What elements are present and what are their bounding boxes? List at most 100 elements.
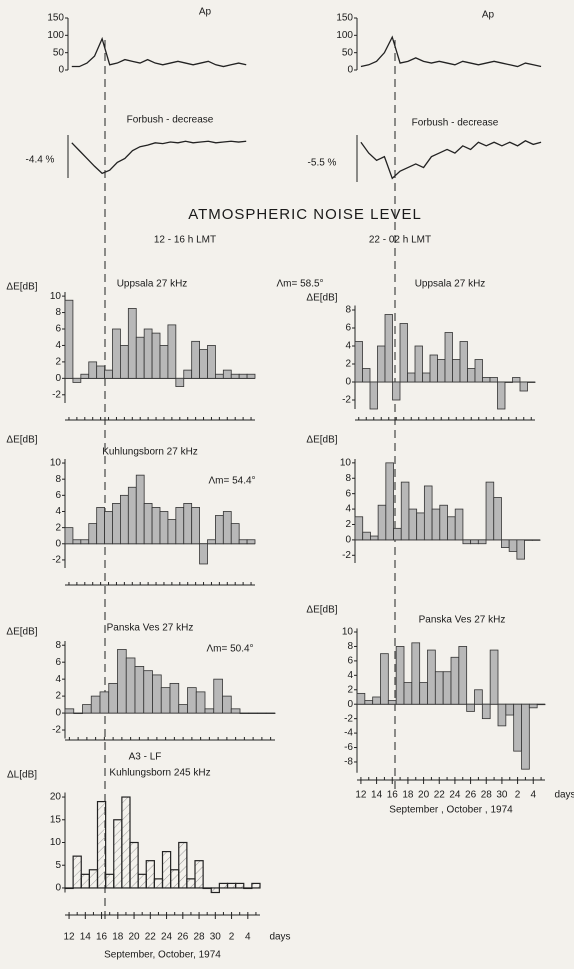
y-tick-label: 20 xyxy=(50,792,62,803)
y-tick-label: 0 xyxy=(55,538,61,549)
bar xyxy=(169,682,180,714)
bar xyxy=(167,519,177,545)
y-tick-label: 10 xyxy=(340,457,352,468)
bar xyxy=(411,642,421,705)
x-tick-label: 20 xyxy=(129,932,141,943)
bar xyxy=(474,359,483,383)
bar xyxy=(90,695,101,714)
step-bar xyxy=(153,878,164,889)
bar xyxy=(364,700,374,705)
chart-title: Kuhlungsborn 245 kHz xyxy=(109,768,210,779)
bar xyxy=(134,666,145,714)
bar xyxy=(392,381,401,401)
bar xyxy=(191,507,200,545)
bar xyxy=(444,332,453,383)
bar xyxy=(248,712,258,714)
bar xyxy=(527,381,536,383)
y-tick-label: 4 xyxy=(347,670,353,681)
step-bar xyxy=(105,873,115,889)
bar xyxy=(429,354,438,383)
chart-title: Ap xyxy=(199,7,212,18)
y-tick-label: 6 xyxy=(55,324,61,335)
x-tick-label: 20 xyxy=(418,790,430,801)
bar xyxy=(239,712,250,714)
bar xyxy=(183,369,193,379)
bar xyxy=(175,507,185,545)
bar xyxy=(151,507,161,545)
y-tick-label: 6 xyxy=(55,657,61,668)
bar xyxy=(99,691,110,714)
y-tick-label: 10 xyxy=(50,291,62,302)
line xyxy=(71,36,247,68)
bar xyxy=(195,691,206,714)
bar xyxy=(88,523,98,545)
bar xyxy=(183,503,193,545)
y-axis-label: ΔL[dB] xyxy=(7,770,37,781)
y-tick-label: 8 xyxy=(347,641,353,652)
chart-title: Uppsala 27 kHz xyxy=(415,279,486,290)
chart-title: Forbush - decrease xyxy=(127,115,214,126)
bar xyxy=(199,543,208,565)
bar xyxy=(380,653,389,705)
step-bar xyxy=(235,882,245,889)
x-tick-label: 14 xyxy=(80,932,92,943)
bar xyxy=(369,381,378,410)
bar xyxy=(143,670,153,714)
y-tick-label: 6 xyxy=(345,323,351,334)
step-bar xyxy=(72,855,82,889)
bar xyxy=(362,368,371,383)
bar xyxy=(120,345,129,379)
x-tick-label: 26 xyxy=(177,932,189,943)
step-bar xyxy=(64,887,74,890)
bar xyxy=(191,340,200,379)
y-tick-label: -8 xyxy=(344,757,353,768)
y-tick-label: 2 xyxy=(55,691,61,702)
x-tick-label: 18 xyxy=(112,932,124,943)
bar xyxy=(246,539,256,545)
y-tick-label: 0 xyxy=(58,65,64,76)
bar xyxy=(531,539,541,541)
x-axis-label: days xyxy=(554,790,574,801)
bar xyxy=(356,692,366,705)
y-tick-label: 4 xyxy=(55,340,61,351)
y-tick-label: 150 xyxy=(336,13,353,24)
bar xyxy=(238,539,248,545)
chart-title: Ap xyxy=(482,10,495,21)
bar xyxy=(431,508,441,541)
bar xyxy=(493,497,502,541)
bar xyxy=(384,314,393,383)
y-axis-label: ΔE[dB] xyxy=(6,627,37,638)
bar xyxy=(395,646,405,705)
bar xyxy=(459,341,468,383)
bar xyxy=(88,361,98,379)
bar xyxy=(96,507,105,545)
y-tick-label: 10 xyxy=(50,837,62,848)
bar xyxy=(497,703,507,727)
bar xyxy=(265,712,276,714)
annotation: -4.4 % xyxy=(26,155,55,166)
y-tick-label: 4 xyxy=(55,674,61,685)
chart-title: Forbush - decrease xyxy=(412,118,499,129)
line xyxy=(360,35,542,68)
bar xyxy=(437,359,446,383)
y-tick-label: 8 xyxy=(55,640,61,651)
y-tick-label: 100 xyxy=(336,30,353,41)
bar xyxy=(64,527,74,545)
bar xyxy=(230,373,240,379)
bar xyxy=(246,373,256,379)
step-bar xyxy=(137,873,147,889)
bar xyxy=(82,704,92,714)
line xyxy=(360,140,542,180)
bar xyxy=(416,512,425,541)
bar xyxy=(536,703,546,706)
bar xyxy=(512,377,521,383)
bar xyxy=(215,515,224,545)
y-axis-label: ΔE[dB] xyxy=(6,435,37,446)
bar xyxy=(117,649,127,714)
x-tick-label: 26 xyxy=(465,790,477,801)
bar xyxy=(80,539,90,545)
y-tick-label: 6 xyxy=(345,488,351,499)
y-tick-label: 8 xyxy=(55,307,61,318)
chart-title: Panska Ves 27 kHz xyxy=(419,615,506,626)
x-tick-label: 16 xyxy=(387,790,399,801)
